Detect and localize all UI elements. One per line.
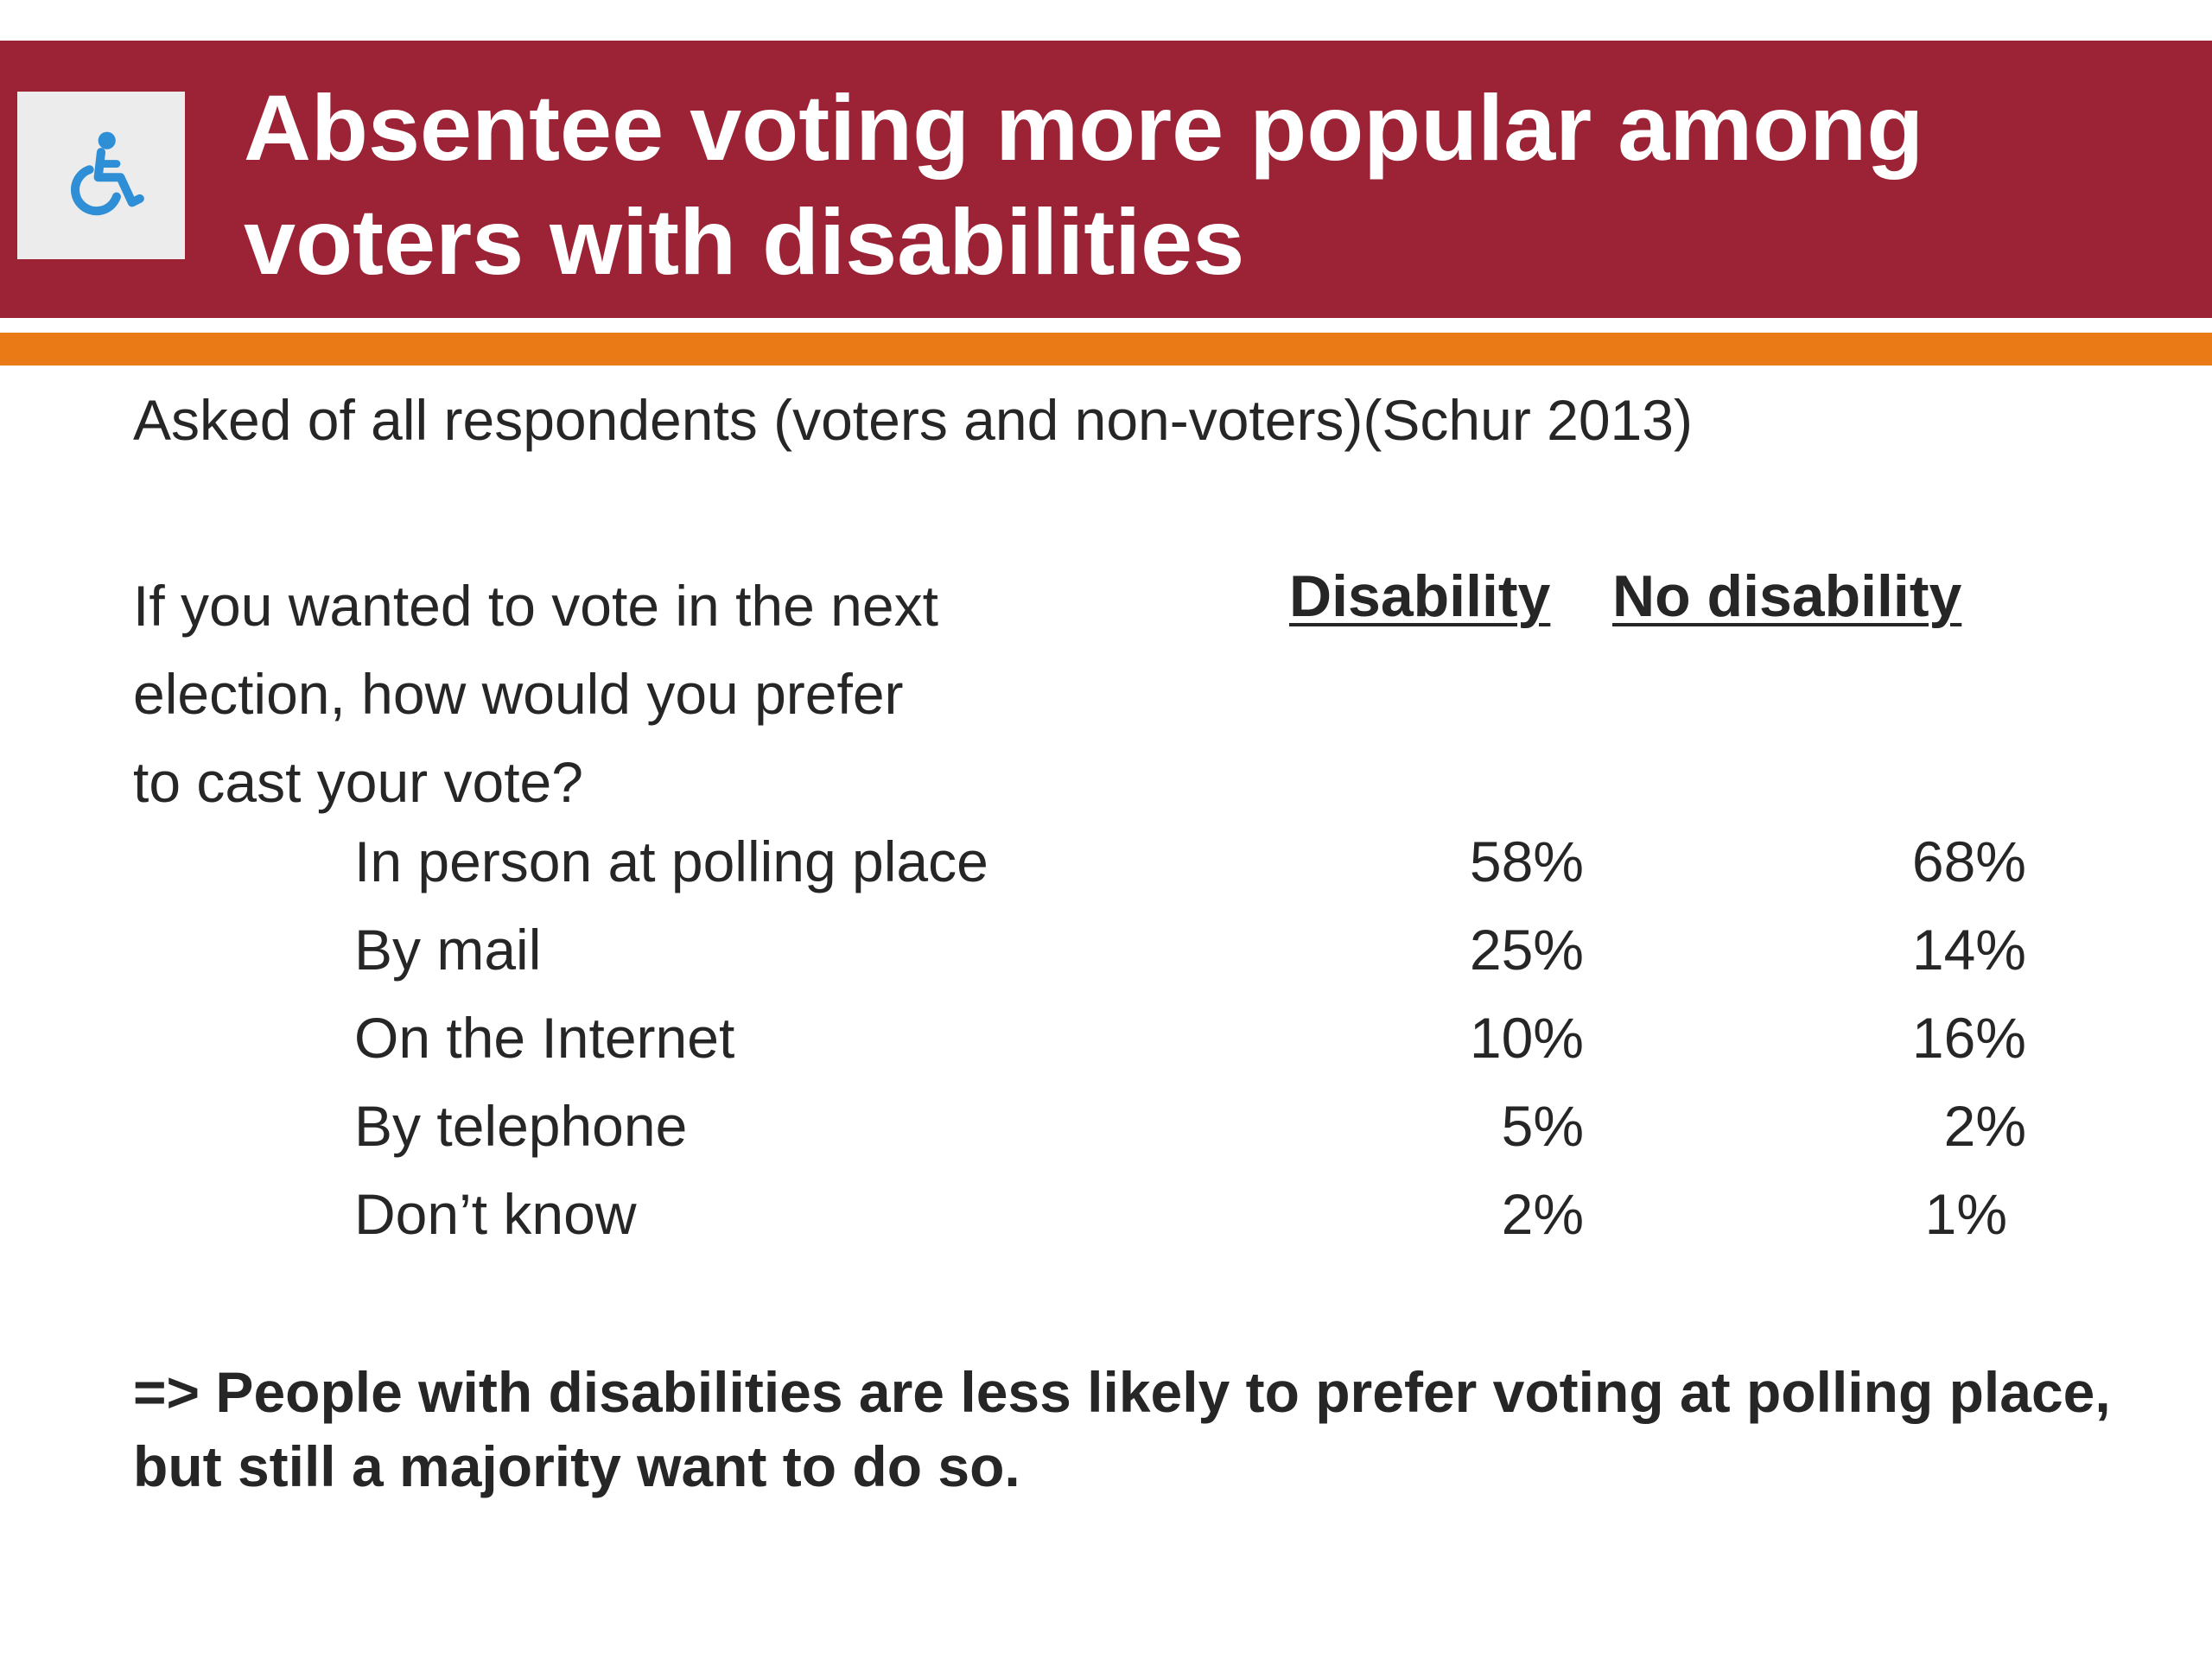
question-line-3: to cast your vote? [133, 750, 583, 814]
title-line-2: voters with disabilities [244, 189, 1245, 294]
title-line-1: Absentee voting more popular among [244, 75, 1924, 180]
wheelchair-icon-box [17, 92, 185, 259]
disability-value: 5% [1501, 1094, 1584, 1158]
subtitle: Asked of all respondents (voters and non… [133, 388, 1693, 452]
no-disability-value: 16% [1911, 1006, 2026, 1070]
question-line-2: election, how would you prefer [133, 662, 904, 726]
table-row: On the Internet 10% 16% [0, 994, 2212, 1082]
row-label: By telephone [354, 1094, 688, 1158]
no-disability-value: 2% [1943, 1094, 2026, 1158]
table-row: By mail 25% 14% [0, 906, 2212, 994]
table-row: Don’t know 2% 1% [0, 1170, 2212, 1258]
disability-value: 10% [1469, 1006, 1584, 1070]
row-label: In person at polling place [354, 830, 988, 893]
disability-value: 2% [1501, 1182, 1584, 1246]
question-line-1: If you wanted to vote in the next [133, 574, 938, 638]
row-label: By mail [354, 918, 542, 982]
disability-value: 25% [1469, 918, 1584, 982]
no-disability-value: 14% [1911, 918, 2026, 982]
disability-value: 58% [1469, 830, 1584, 893]
conclusion-text: => People with disabilities are less lik… [133, 1360, 2111, 1498]
survey-question: If you wanted to vote in the next electi… [133, 562, 1066, 826]
page-title: Absentee voting more popular among voter… [244, 71, 2179, 299]
no-disability-value: 68% [1911, 830, 2026, 893]
wheelchair-icon [71, 131, 144, 216]
table-row: In person at polling place 58% 68% [0, 817, 2212, 906]
accent-stripe [0, 333, 2212, 365]
column-header-no-disability: No disability [1612, 563, 1962, 629]
row-label: On the Internet [354, 1006, 735, 1070]
no-disability-value: 1% [1924, 1182, 2007, 1246]
row-label: Don’t know [354, 1182, 637, 1246]
table-row: By telephone 5% 2% [0, 1082, 2212, 1170]
column-header-disability: Disability [1289, 563, 1551, 629]
title-bar [0, 41, 2212, 318]
